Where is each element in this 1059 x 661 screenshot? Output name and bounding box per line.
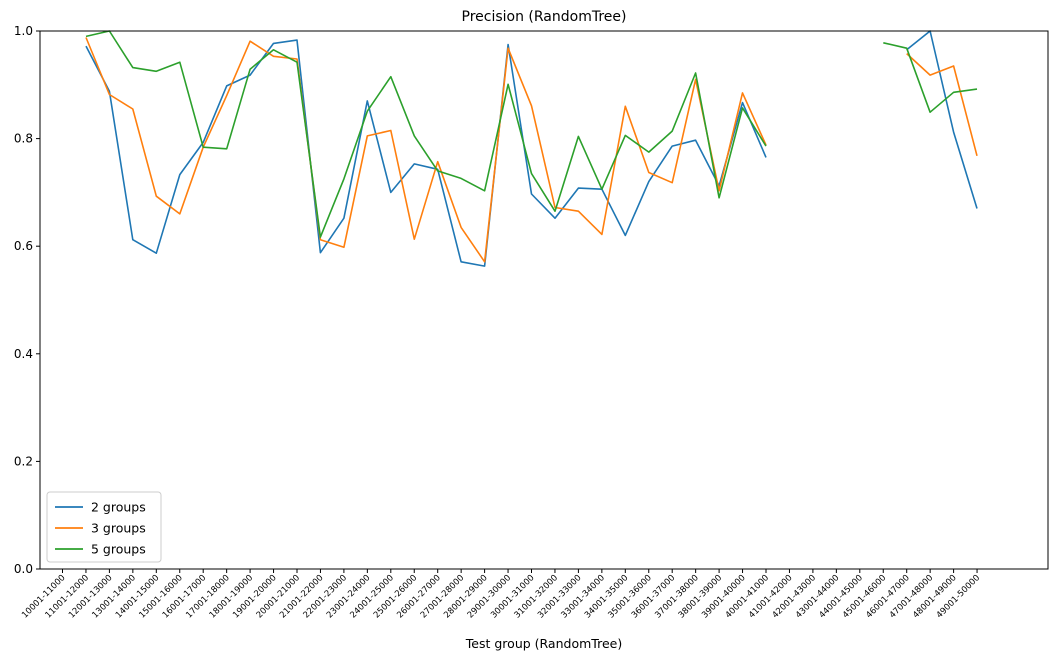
series-lines	[85, 30, 978, 267]
series-line-3	[883, 42, 978, 113]
y-axis-ticks: 0.0 0.2 0.4 0.6 0.8 1.0	[14, 24, 40, 576]
y-tick-label: 0.0	[14, 562, 33, 576]
legend-label: 3 groups	[91, 521, 146, 536]
plot-frame	[39, 30, 1049, 570]
series-line-2	[85, 37, 767, 263]
legend: 2 groups 3 groups 5 groups	[46, 491, 162, 563]
y-tick-label: 0.8	[14, 132, 33, 146]
y-tick-label: 0.4	[14, 347, 33, 361]
y-tick-label: 0.6	[14, 239, 33, 253]
x-axis-label: Test group (RandomTree)	[465, 636, 622, 651]
series-line-2	[906, 53, 978, 157]
y-tick-label: 0.2	[14, 454, 33, 468]
plot-area	[40, 31, 1048, 569]
legend-box	[46, 491, 162, 563]
series-line-1	[906, 30, 978, 209]
legend-label: 2 groups	[91, 500, 146, 515]
series-line-3	[85, 30, 767, 238]
legend-label: 5 groups	[91, 542, 146, 557]
y-tick-label: 1.0	[14, 24, 33, 38]
chart-title: Precision (RandomTree)	[462, 9, 627, 25]
series-line-1	[85, 39, 767, 267]
